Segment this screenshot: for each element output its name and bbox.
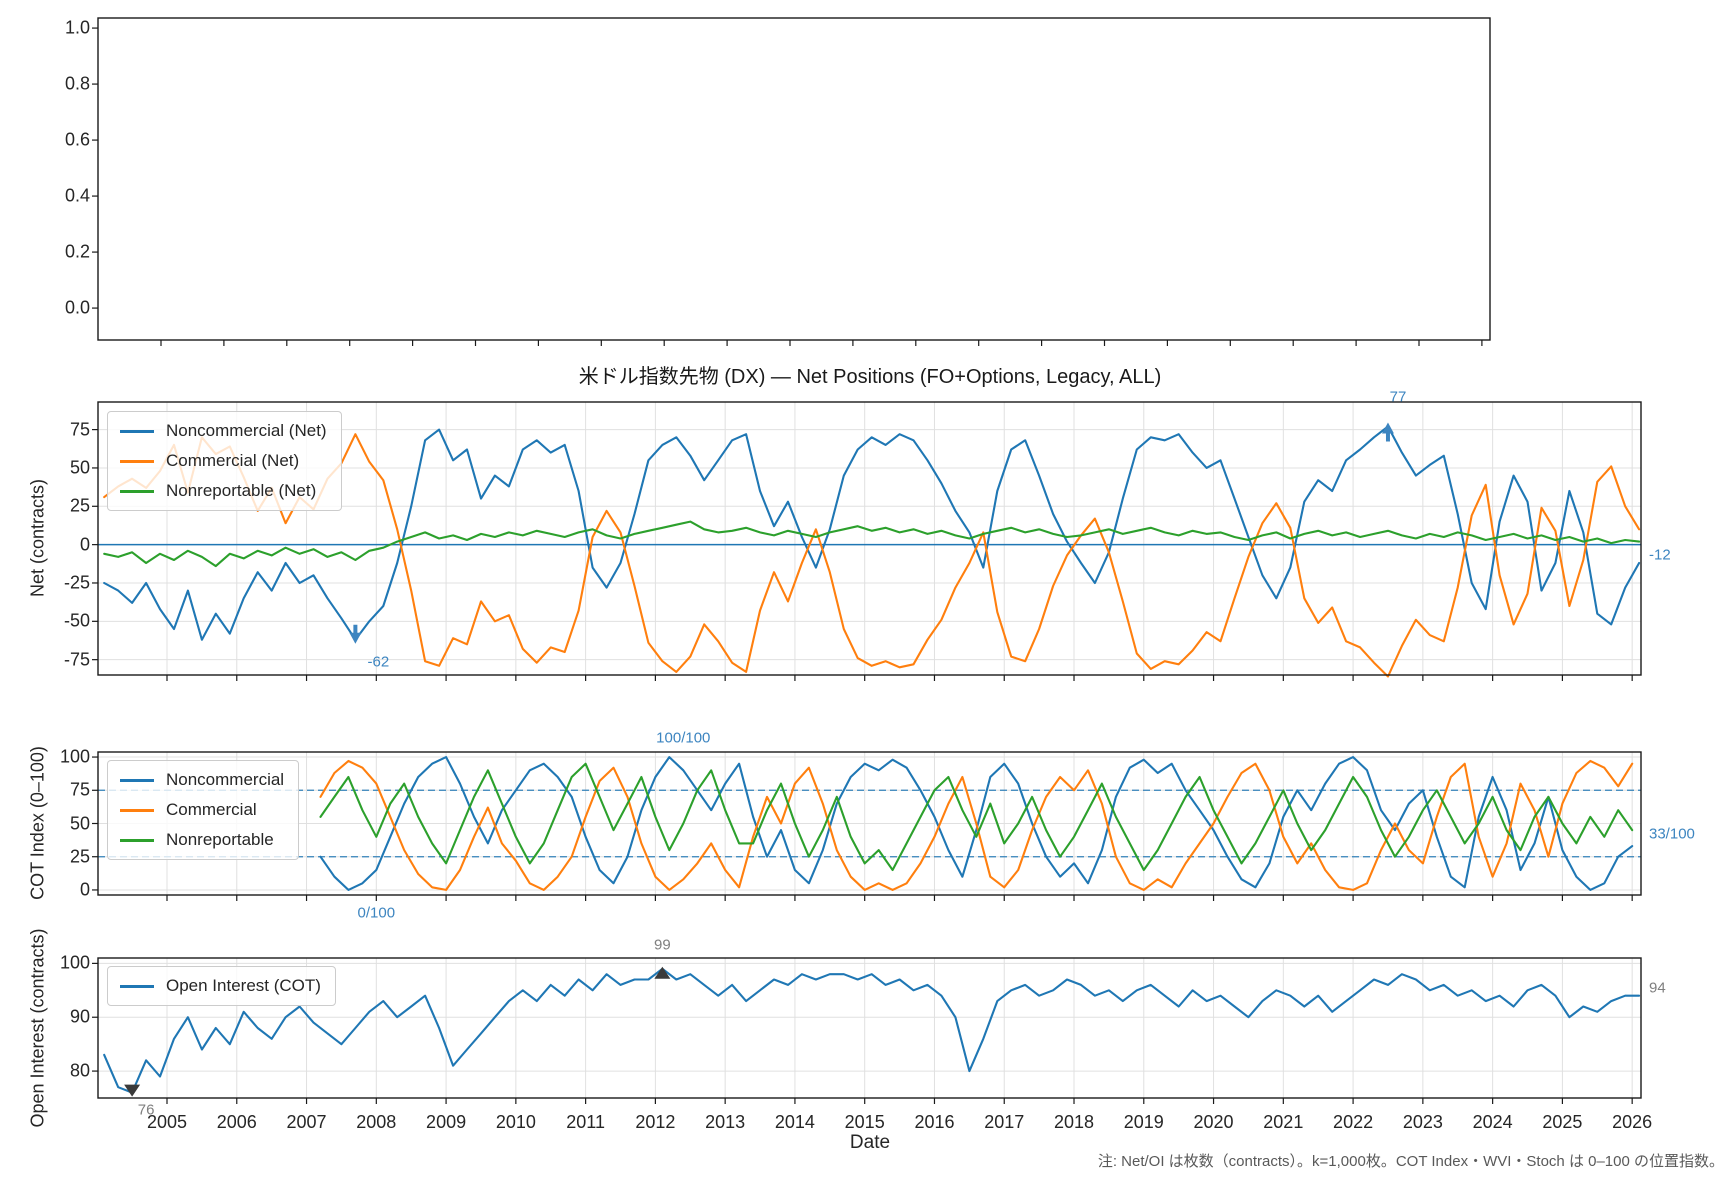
- ytick-label: 50: [69, 813, 90, 833]
- ytick-label: 80: [69, 1060, 90, 1081]
- legend-entry: Nonreportable (Net): [120, 479, 327, 503]
- legend-line-swatch: [120, 778, 154, 782]
- xtick-year-label: 2019: [1123, 1112, 1164, 1132]
- annotation-arrow-down: [349, 624, 362, 644]
- legend-label: Nonreportable (Net): [166, 481, 317, 500]
- legend-line-swatch: [120, 459, 154, 463]
- legend-label: Open Interest (COT): [166, 976, 321, 995]
- xtick-year-label: 2014: [774, 1112, 815, 1132]
- ytick-label: 0.8: [64, 73, 90, 94]
- legend-line-swatch: [120, 489, 154, 493]
- ytick-label: -25: [63, 572, 90, 593]
- series-open-interest-cot-: [103, 967, 1641, 1094]
- ytick-label: 100: [59, 746, 90, 767]
- legend-line-swatch: [120, 429, 154, 433]
- peak-marker-triangle-up: [654, 966, 671, 979]
- annotation-max: 100/100: [656, 729, 711, 747]
- net-legend: Noncommercial (Net) Commercial (Net) Nonre…: [107, 411, 342, 511]
- axes-spines: [97, 17, 1491, 341]
- ytick-label: -75: [63, 649, 90, 670]
- series-nonreportable: [319, 762, 1634, 872]
- annotation-min: 0/100: [357, 904, 396, 922]
- footnote: 注: Net/OI は枚数（contracts）。k=1,000枚。COT In…: [1097, 1153, 1724, 1170]
- annotation-max: 99: [654, 936, 671, 954]
- legend-line-swatch: [120, 984, 154, 988]
- legend-entry: Noncommercial (Net): [120, 419, 327, 443]
- ytick-label: 25: [69, 495, 90, 516]
- annotation-last-value: 94: [1649, 979, 1666, 997]
- axes-spines: [97, 957, 1642, 1099]
- ytick-label: 50: [69, 457, 90, 478]
- x-axis-label: Date: [849, 1132, 891, 1153]
- xtick-year-label: 2020: [1193, 1112, 1234, 1132]
- ytick-label: 75: [69, 419, 90, 440]
- ytick-label: 0: [79, 534, 90, 555]
- legend-entry: Noncommercial: [120, 768, 284, 792]
- ytick-label: 0: [79, 879, 90, 900]
- xtick-year-label: 2017: [984, 1112, 1025, 1132]
- ytick-label: 0.2: [64, 241, 90, 262]
- xtick-year-label: 2012: [635, 1112, 676, 1132]
- cot-legend: Noncommercial Commercial Nonreportable: [107, 760, 300, 860]
- xtick-year-label: 2023: [1402, 1112, 1443, 1132]
- xtick-year-label: 2025: [1542, 1112, 1583, 1132]
- xtick-year-label: 2009: [426, 1112, 467, 1132]
- annotation-last-value: -12: [1649, 546, 1671, 564]
- xtick-year-label: 2010: [495, 1112, 536, 1132]
- legend-label: Commercial (Net): [166, 451, 300, 470]
- axes-spines: [97, 751, 1642, 896]
- trough-marker-triangle-down: [124, 1084, 141, 1097]
- legend-label: Noncommercial: [166, 770, 285, 789]
- ytick-label: 0.6: [64, 129, 90, 150]
- xtick-year-label: 2016: [914, 1112, 955, 1132]
- axes-spines: [97, 401, 1642, 676]
- series-nonreportable-net-: [103, 520, 1641, 568]
- xtick-year-label: 2006: [216, 1112, 257, 1132]
- net-chart-title: 米ドル指数先物 (DX) — Net Positions (FO+Options…: [578, 366, 1162, 388]
- oi-legend: Open Interest (COT): [107, 966, 336, 1006]
- legend-entry: Open Interest (COT): [120, 974, 321, 998]
- legend-entry: Commercial: [120, 798, 284, 822]
- annotation-min: -62: [367, 653, 390, 671]
- series-commercial-net-: [103, 433, 1641, 678]
- xtick-year-label: 2018: [1053, 1112, 1095, 1132]
- xtick-year-label: 2026: [1612, 1112, 1653, 1132]
- ytick-label: 0.4: [64, 185, 90, 206]
- xtick-year-label: 2015: [844, 1112, 885, 1132]
- ytick-label: -50: [63, 610, 90, 631]
- legend-entry: Nonreportable: [120, 828, 284, 852]
- ytick-label: 25: [69, 846, 90, 867]
- ytick-label: 1.0: [64, 17, 90, 38]
- series-noncommercial: [319, 756, 1634, 891]
- legend-line-swatch: [120, 808, 154, 812]
- xtick-year-label: 2021: [1263, 1112, 1304, 1132]
- annotation-max: 77: [1389, 388, 1407, 406]
- xtick-year-label: 2007: [286, 1112, 327, 1132]
- xtick-year-label: 2013: [705, 1112, 746, 1132]
- xtick-year-label: 2024: [1472, 1112, 1513, 1132]
- xtick-year-label: 2005: [146, 1112, 188, 1132]
- legend-line-swatch: [120, 838, 154, 842]
- ytick-label: 75: [69, 779, 90, 800]
- xtick-year-label: 2022: [1333, 1112, 1374, 1132]
- annotation-min: 76: [137, 1101, 155, 1119]
- legend-label: Noncommercial (Net): [166, 421, 327, 440]
- ytick-label: 100: [59, 952, 90, 973]
- legend-label: Nonreportable: [166, 830, 274, 849]
- annotation-arrow-up: [1381, 422, 1394, 442]
- legend-entry: Commercial (Net): [120, 449, 327, 473]
- series-commercial: [319, 759, 1634, 891]
- xtick-year-label: 2011: [566, 1112, 605, 1132]
- ytick-label: 0.0: [64, 297, 90, 318]
- annotation-last-value: 33/100: [1649, 825, 1695, 843]
- ytick-label: 90: [69, 1006, 90, 1027]
- xtick-year-label: 2008: [356, 1112, 397, 1132]
- legend-label: Commercial: [166, 800, 257, 819]
